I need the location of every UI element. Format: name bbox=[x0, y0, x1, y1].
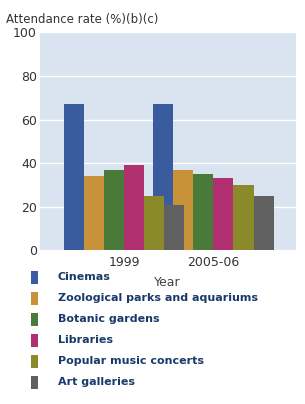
Text: Attendance rate (%)(b)(c): Attendance rate (%)(b)(c) bbox=[6, 13, 159, 26]
Bar bbox=[64, 104, 84, 250]
Bar bbox=[193, 174, 214, 250]
Bar bbox=[153, 104, 173, 250]
Text: Libraries: Libraries bbox=[58, 335, 113, 345]
Text: Cinemas: Cinemas bbox=[58, 272, 111, 282]
X-axis label: Year: Year bbox=[154, 276, 181, 289]
Bar bbox=[253, 196, 274, 250]
Text: Art galleries: Art galleries bbox=[58, 377, 135, 387]
Text: Zoological parks and aquariums: Zoological parks and aquariums bbox=[58, 293, 258, 303]
Text: Popular music concerts: Popular music concerts bbox=[58, 356, 204, 366]
Bar bbox=[173, 170, 193, 250]
Bar bbox=[164, 205, 185, 250]
Bar bbox=[233, 185, 253, 250]
Bar bbox=[124, 165, 144, 250]
Bar bbox=[84, 176, 104, 250]
Bar bbox=[144, 196, 164, 250]
Text: Botanic gardens: Botanic gardens bbox=[58, 314, 160, 324]
Bar bbox=[104, 170, 124, 250]
Bar bbox=[214, 179, 233, 250]
